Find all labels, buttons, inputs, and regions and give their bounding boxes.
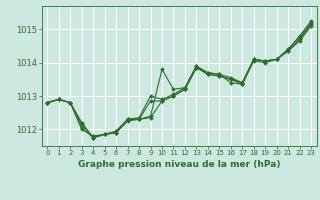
X-axis label: Graphe pression niveau de la mer (hPa): Graphe pression niveau de la mer (hPa) [78, 160, 280, 169]
